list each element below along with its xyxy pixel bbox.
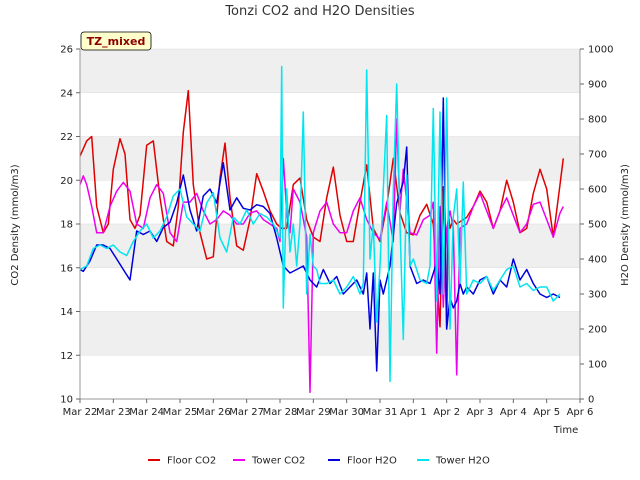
legend-label: Floor H2O (347, 456, 397, 467)
y2-tick-label: 300 (588, 290, 607, 301)
x-tick-label: Apr 6 (567, 407, 594, 418)
legend-label: Tower H2O (435, 456, 490, 467)
background-band (80, 311, 580, 356)
chart-title: Tonzi CO2 and H2O Densities (224, 4, 415, 19)
x-tick-label: Apr 2 (433, 407, 460, 418)
y2-tick-label: 700 (588, 150, 607, 161)
x-tick-label: Mar 31 (363, 407, 398, 418)
background-band (80, 224, 580, 268)
x-tick-label: Mar 26 (196, 407, 231, 418)
y2-tick-label: 500 (588, 220, 607, 231)
y-tick-label: 26 (60, 45, 73, 56)
background-band (80, 49, 580, 93)
x-tick-label: Mar 22 (63, 407, 98, 418)
series-line-floor-h2o (79, 97, 561, 372)
x-tick-label: Mar 29 (296, 407, 331, 418)
series-line-tower-h2o (79, 65, 561, 383)
x-tick-label: Mar 30 (329, 407, 364, 418)
y-tick-label: 24 (60, 88, 73, 99)
y2-tick-label: 1000 (588, 45, 613, 56)
y2-tick-label: 900 (588, 80, 607, 91)
x-tick-label: Mar 28 (263, 407, 298, 418)
y-tick-label: 12 (60, 351, 73, 362)
y-tick-label: 14 (60, 307, 73, 318)
site-badge-box (80, 31, 152, 51)
x-tick-label: Mar 24 (129, 407, 164, 418)
x-tick-label: Apr 3 (467, 407, 494, 418)
axes (76, 48, 584, 403)
y-axis-title: CO2 Density (mmol/m3) (10, 164, 21, 285)
y2-tick-label: 100 (588, 360, 607, 371)
y-tick-label: 18 (60, 220, 73, 231)
series-lines (79, 65, 565, 394)
y2-tick-label: 0 (588, 395, 594, 406)
x-tick-label: Apr 5 (533, 407, 560, 418)
site-badge-label: TZ_mixed (87, 35, 146, 48)
y2-tick-label: 400 (588, 255, 607, 266)
y2-axis-title: H2O Density (mmol/m3) (620, 164, 631, 286)
x-axis-title: Time (553, 425, 578, 436)
legend-label: Floor CO2 (167, 456, 216, 467)
background-bands (80, 49, 580, 356)
y2-tick-label: 600 (588, 185, 607, 196)
y2-tick-label: 800 (588, 115, 607, 126)
y-tick-label: 10 (60, 395, 73, 406)
x-tick-label: Mar 25 (163, 407, 198, 418)
y2-tick-label: 200 (588, 325, 607, 336)
site-badge: TZ_mixed (80, 31, 152, 51)
x-tick-label: Apr 4 (500, 407, 527, 418)
x-tick-label: Apr 1 (400, 407, 427, 418)
x-tick-label: Mar 27 (229, 407, 264, 418)
y-tick-label: 22 (60, 132, 73, 143)
background-band (80, 136, 580, 181)
legend-label: Tower CO2 (251, 456, 305, 467)
series-line-tower-co2 (79, 118, 564, 394)
y-tick-label: 20 (60, 176, 73, 187)
legend: Floor CO2 Tower CO2 Floor H2O Tower H2O (148, 456, 490, 467)
y-tick-label: 16 (60, 263, 73, 274)
tick-labels: 10 12 14 16 18 20 22 24 26 0 100 200 300 400 500 600 700… (60, 45, 613, 419)
x-tick-label: Mar 23 (96, 407, 131, 418)
